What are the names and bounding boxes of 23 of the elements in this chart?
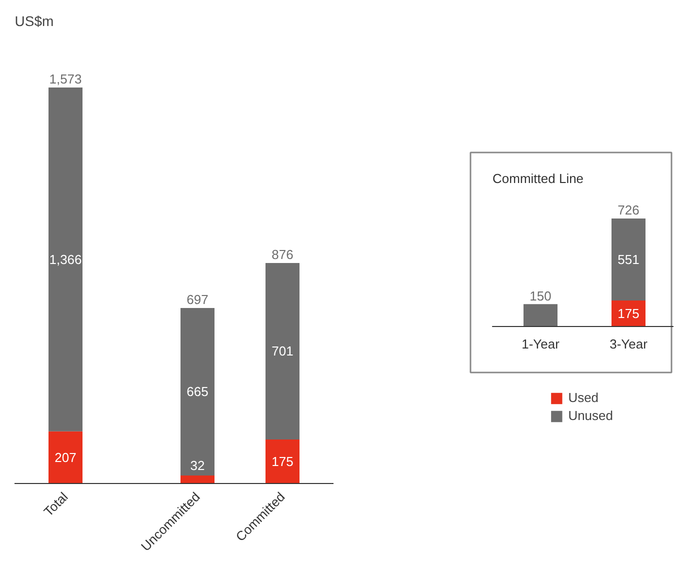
data-label: 175 [618,306,640,321]
total-label: 726 [618,202,640,218]
bar [266,262,300,440]
x-tick-label: 3-Year [610,336,648,352]
bar [48,431,82,484]
bar [48,88,82,432]
data-label: 175 [272,454,294,469]
data-label: 701 [272,344,294,359]
data-label: 1,366 [49,252,82,267]
data-label: 207 [54,450,76,465]
legend-label: Used [568,390,599,405]
bar [266,439,300,484]
total-label: 1,573 [49,72,82,87]
data-label: 665 [186,384,208,400]
y-axis-title: US$m [14,12,54,29]
chart-title: Committed Line [492,171,584,186]
total-label: 150 [530,288,552,304]
x-tick-label: 1-Year [522,336,560,352]
total-label: 697 [186,292,208,308]
data-label: 551 [618,252,640,267]
data-label: 32 [190,458,205,473]
total-label: 876 [272,247,294,262]
legend-label: Unused [568,408,613,423]
